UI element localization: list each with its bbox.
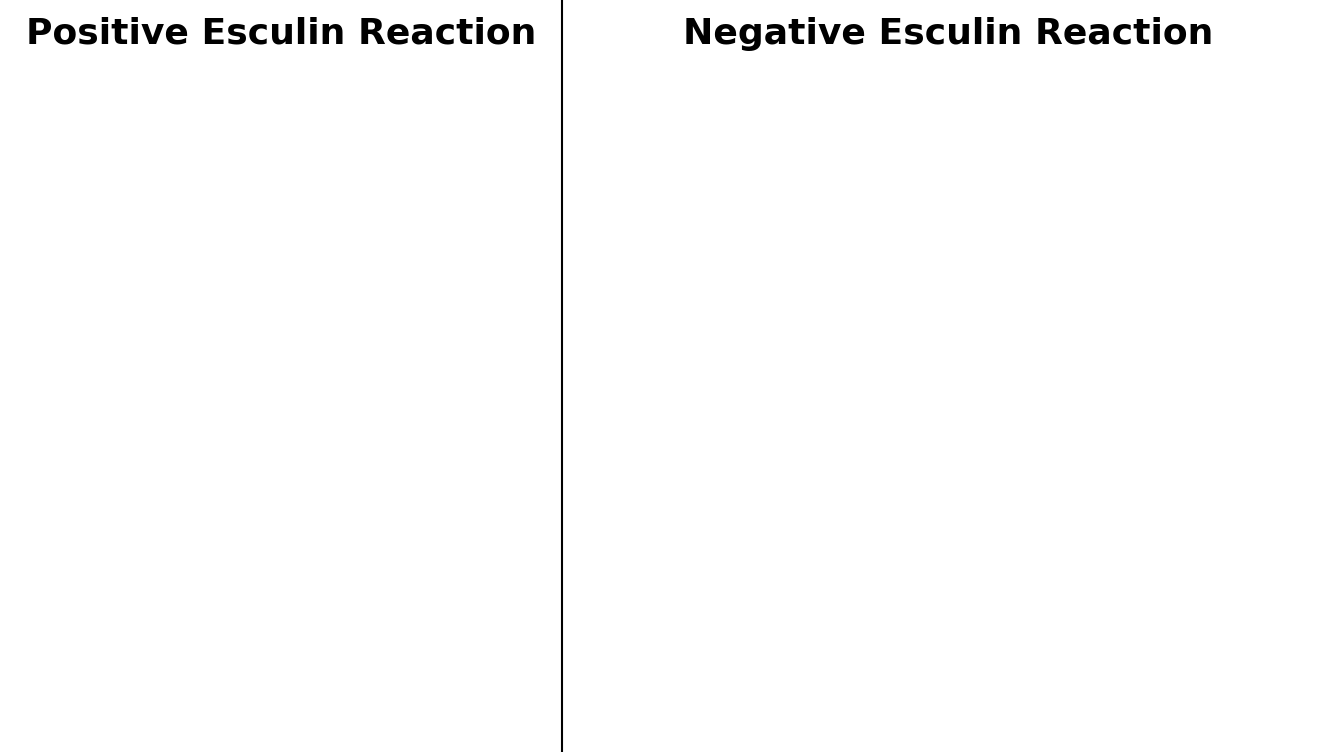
- Text: Negative Esculin Reaction: Negative Esculin Reaction: [683, 17, 1213, 51]
- Text: Positive Esculin Reaction: Positive Esculin Reaction: [25, 17, 536, 51]
